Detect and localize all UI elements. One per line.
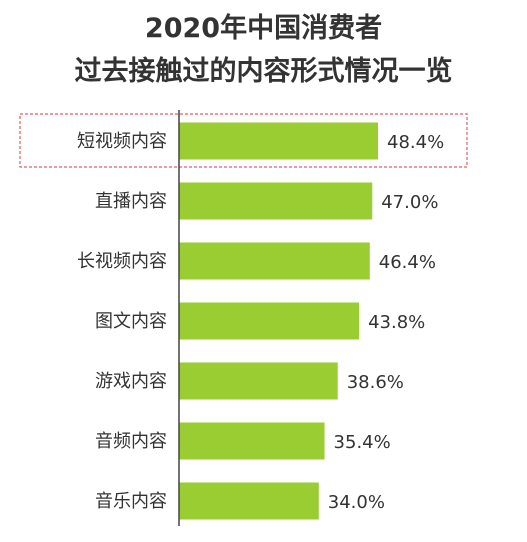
category-label: 音频内容	[95, 431, 167, 452]
value-label: 43.8%	[368, 312, 425, 333]
bar	[179, 362, 338, 400]
category-label: 短视频内容	[77, 131, 167, 152]
category-label: 长视频内容	[77, 251, 167, 272]
bar	[179, 422, 325, 460]
bar	[179, 182, 373, 220]
category-label: 音乐内容	[95, 491, 167, 512]
category-label: 直播内容	[95, 191, 167, 212]
value-label: 46.4%	[379, 252, 436, 273]
bar	[179, 302, 360, 340]
chart-title: 2020年中国消费者	[144, 13, 383, 44]
bar	[179, 242, 370, 280]
bar	[179, 122, 378, 160]
category-label: 游戏内容	[95, 371, 167, 392]
value-label: 48.4%	[387, 132, 444, 153]
bar	[179, 482, 319, 520]
value-label: 35.4%	[334, 432, 391, 453]
value-label: 47.0%	[381, 192, 438, 213]
chart-subtitle: 过去接触过的内容形式情况一览	[74, 56, 453, 87]
value-label: 34.0%	[328, 492, 385, 513]
value-label: 38.6%	[347, 372, 404, 393]
category-label: 图文内容	[95, 311, 167, 332]
